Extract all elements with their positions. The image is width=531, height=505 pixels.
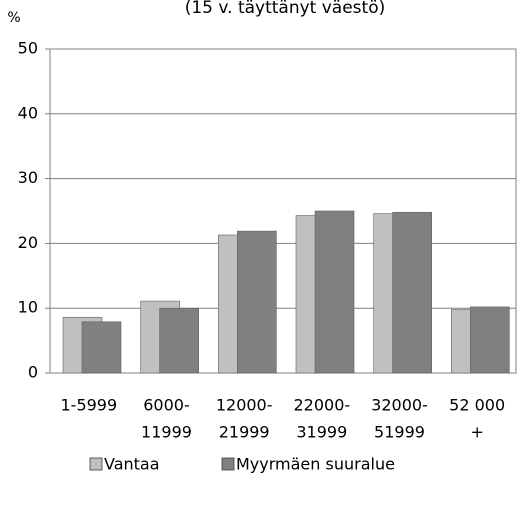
y-axis-label: % — [7, 10, 20, 26]
y-tick-label: 0 — [28, 363, 38, 382]
y-tick-label: 40 — [18, 103, 38, 122]
x-tick-label: 21999 — [219, 423, 270, 442]
y-tick-label: 30 — [18, 168, 38, 187]
legend-swatch — [221, 457, 235, 471]
x-tick-label: 6000- — [143, 396, 190, 415]
legend-label: Myyrmäen suuralue — [236, 455, 395, 474]
bar — [81, 321, 122, 374]
bar — [314, 210, 355, 374]
x-tick-label: 51999 — [374, 423, 425, 442]
x-tick-label: 32000- — [371, 396, 428, 415]
x-tick-label: 12000- — [216, 396, 273, 415]
bar — [237, 230, 277, 374]
bar — [159, 307, 199, 374]
bar — [470, 306, 510, 374]
bar — [392, 211, 432, 374]
y-tick-label: 10 — [18, 298, 38, 317]
x-tick-label: 1-5999 — [60, 396, 117, 415]
legend-swatch — [89, 457, 103, 471]
x-tick-label: 31999 — [296, 423, 347, 442]
legend-label: Vantaa — [104, 455, 160, 474]
x-tick-label: + — [470, 423, 483, 442]
chart-title: (15 v. täyttänyt väestö) — [185, 0, 386, 18]
y-tick-label: 50 — [18, 39, 38, 58]
x-tick-label: 11999 — [141, 423, 192, 442]
plot-frame — [49, 48, 517, 374]
x-tick-label: 52 000 — [449, 396, 505, 415]
y-tick-label: 20 — [18, 233, 38, 252]
x-tick-label: 22000- — [293, 396, 350, 415]
